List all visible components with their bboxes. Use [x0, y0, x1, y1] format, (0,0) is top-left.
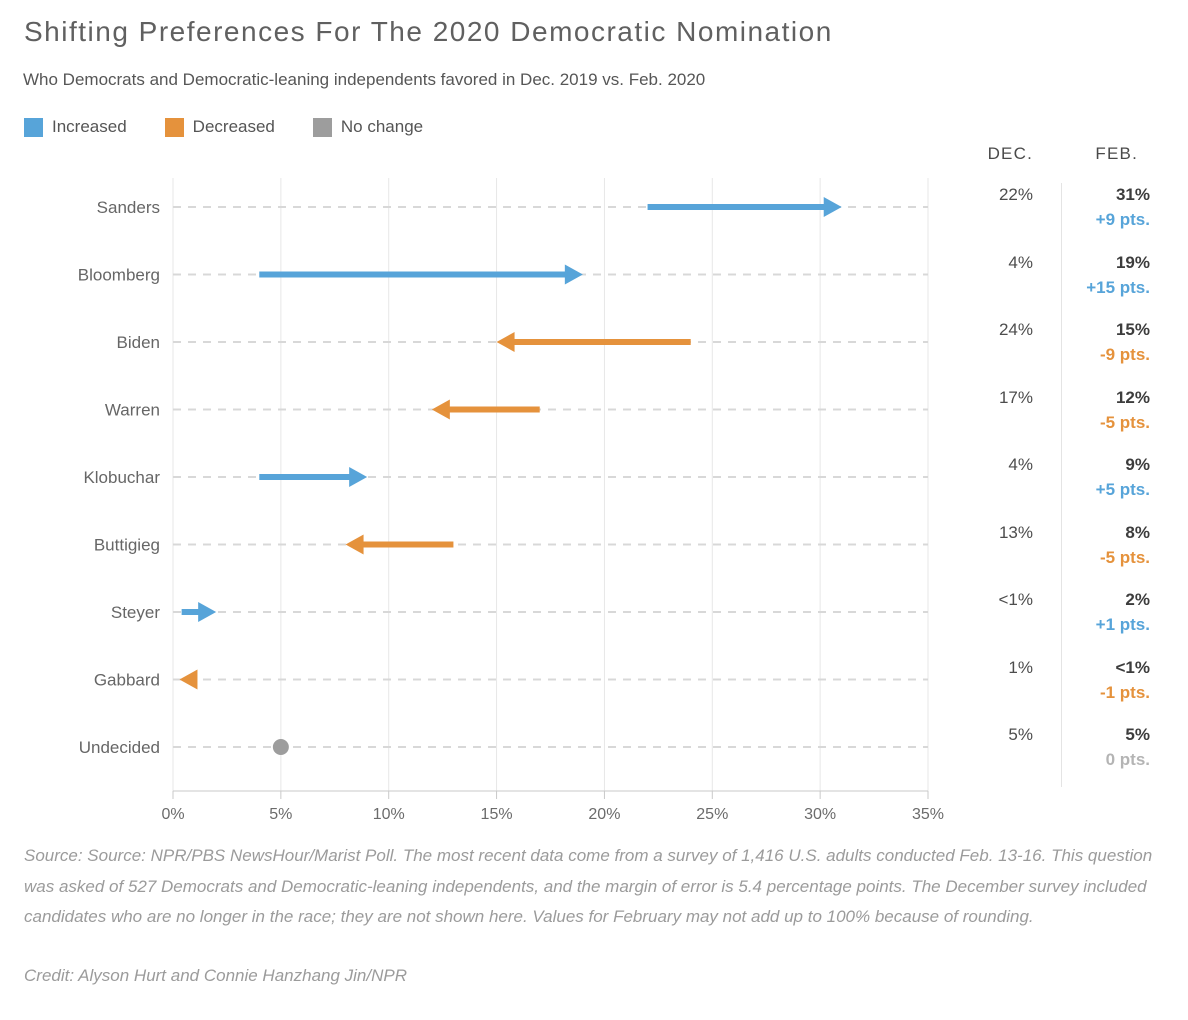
change-arrow-head-icon	[179, 669, 198, 690]
category-label: Gabbard	[94, 671, 160, 690]
column-separator	[1061, 183, 1062, 787]
feb-value: 12%	[1115, 387, 1150, 407]
category-label: Bloomberg	[78, 266, 160, 285]
feb-value: <1%	[1115, 657, 1151, 677]
row-bloomberg: Bloomberg	[78, 264, 928, 285]
preference-change-chart: Sanders Bloomberg Biden Warren Klobuchar Butt…	[78, 178, 944, 823]
page-subtitle: Who Democrats and Democratic-leaning ind…	[23, 70, 706, 89]
row-undecided: Undecided	[79, 738, 928, 757]
category-label: Buttigieg	[94, 536, 160, 555]
table-row-warren: 17% 12% -5 pts.	[0, 384, 1188, 438]
table-row-steyer: <1% 2% +1 pts.	[0, 586, 1188, 640]
feb-value: 2%	[1125, 590, 1150, 609]
legend-item-nochange: No change	[312, 117, 424, 137]
nochange-swatch-icon	[312, 117, 332, 137]
category-label: Klobuchar	[83, 468, 160, 487]
row-gabbard: Gabbard	[94, 669, 928, 690]
dec-value: 5%	[1008, 725, 1033, 744]
change-value: 0 pts.	[1105, 750, 1150, 769]
row-sanders: Sanders	[97, 197, 928, 217]
table-row-sanders: 22% 31% +9 pts.	[0, 181, 1188, 235]
page-title: Shifting Preferences For The 2020 Democr…	[24, 16, 833, 47]
dec-value: 22%	[998, 185, 1033, 204]
x-axis-tick-label: 5%	[269, 806, 292, 823]
feb-column-header: FEB.	[1095, 144, 1138, 163]
dec-value: 4%	[1008, 455, 1033, 474]
change-arrow-head-icon	[349, 467, 368, 487]
table-row-buttigieg: 13% 8% -5 pts.	[0, 519, 1188, 573]
change-arrow-head-icon	[564, 264, 583, 285]
row-buttigieg: Buttigieg	[94, 534, 928, 555]
dec-value: 13%	[998, 522, 1033, 542]
change-value: -5 pts.	[1099, 412, 1150, 432]
change-arrow-head-icon	[496, 332, 515, 352]
change-value: +9 pts.	[1095, 210, 1150, 229]
category-label: Warren	[105, 401, 160, 420]
legend-item-decreased: Decreased	[164, 117, 275, 137]
x-axis-tick-label: 35%	[912, 806, 944, 823]
table-row-gabbard: 1% <1% -1 pts.	[0, 654, 1188, 708]
change-value: -1 pts.	[1099, 682, 1150, 702]
change-value: +5 pts.	[1095, 480, 1150, 499]
x-axis-tick-label: 20%	[588, 806, 620, 823]
feb-value: 15%	[1115, 320, 1150, 339]
change-value: +15 pts.	[1086, 277, 1150, 297]
dec-value: <1%	[998, 590, 1034, 609]
dec-value: 1%	[1008, 657, 1033, 677]
change-arrow-head-icon	[431, 399, 450, 420]
feb-value: 8%	[1125, 522, 1150, 542]
increased-swatch-icon	[24, 117, 43, 137]
no-change-dot	[272, 739, 289, 755]
legend-label: Increased	[52, 117, 127, 136]
row-biden: Biden	[117, 332, 928, 352]
source-text: Source: Source: NPR/PBS NewsHour/Marist …	[24, 846, 1153, 926]
legend-item-increased: Increased	[24, 117, 127, 137]
feb-value: 31%	[1115, 185, 1150, 204]
dec-column-header: DEC.	[987, 144, 1033, 163]
dec-value: 17%	[998, 387, 1033, 407]
category-label: Steyer	[111, 603, 160, 622]
change-value: -9 pts.	[1099, 345, 1150, 364]
table-row-undecided: 5% 5% 0 pts.	[0, 721, 1188, 775]
change-arrow-head-icon	[823, 197, 842, 217]
legend: Increased Decreased No change	[24, 117, 423, 137]
credit-text: Credit: Alyson Hurt and Connie Hanzhang …	[24, 966, 408, 985]
feb-value: 19%	[1115, 252, 1150, 272]
x-axis-tick-label: 10%	[373, 806, 405, 823]
category-label: Undecided	[79, 738, 160, 757]
feb-value: 5%	[1125, 725, 1150, 744]
category-label: Sanders	[97, 198, 160, 217]
dec-value: 24%	[998, 320, 1033, 339]
decreased-swatch-icon	[164, 117, 184, 137]
legend-label: No change	[340, 117, 424, 136]
change-value: +1 pts.	[1095, 615, 1150, 634]
x-axis-tick-label: 30%	[804, 806, 836, 823]
row-klobuchar: Klobuchar	[83, 467, 928, 487]
row-warren: Warren	[105, 399, 928, 420]
x-axis-tick-label: 15%	[481, 806, 513, 823]
change-arrow-head-icon	[345, 534, 364, 555]
table-row-biden: 24% 15% -9 pts.	[0, 316, 1188, 370]
feb-value: 9%	[1125, 455, 1150, 474]
category-label: Biden	[117, 333, 160, 352]
row-steyer: Steyer	[111, 602, 928, 622]
table-row-klobuchar: 4% 9% +5 pts.	[0, 451, 1188, 505]
legend-label: Decreased	[192, 117, 275, 136]
change-arrow-head-icon	[198, 602, 217, 622]
x-axis-tick-label: 0%	[161, 806, 184, 823]
x-axis-tick-label: 25%	[696, 806, 728, 823]
dec-value: 4%	[1008, 252, 1033, 272]
change-value: -5 pts.	[1099, 547, 1150, 567]
table-row-bloomberg: 4% 19% +15 pts.	[0, 249, 1188, 303]
